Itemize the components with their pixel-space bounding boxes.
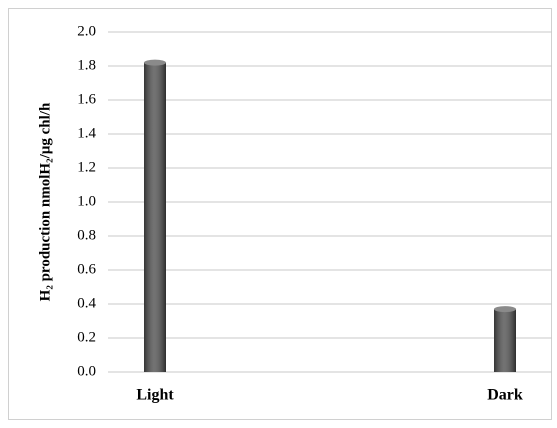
y-tick-label: 1.2 [77, 159, 96, 175]
y-tick-label: 1.4 [77, 125, 96, 141]
x-tick-label: Dark [487, 387, 523, 404]
y-tick-label: 0.6 [77, 261, 96, 277]
y-tick-label: 0.0 [77, 363, 96, 379]
bar-cap [494, 306, 516, 313]
y-axis-label: H₂ production nmolH₂/µg chl/h [37, 102, 53, 301]
y-tick-label: 1.8 [77, 57, 96, 73]
y-tick-label: 2.0 [77, 23, 96, 39]
y-tick-label: 1.0 [77, 193, 96, 209]
y-tick-label: 0.8 [77, 227, 96, 243]
x-tick-label: Light [136, 387, 174, 404]
bar-shade [144, 62, 166, 372]
y-tick-label: 1.6 [77, 91, 96, 107]
bar-shade [494, 309, 516, 372]
y-tick-label: 0.2 [77, 329, 96, 345]
y-tick-label: 0.4 [77, 295, 96, 311]
bar-cap [144, 59, 166, 66]
chart-frame [8, 8, 552, 420]
